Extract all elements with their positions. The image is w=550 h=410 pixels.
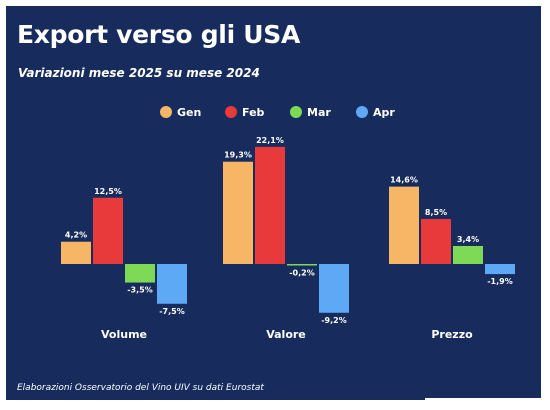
chart-card: Export verso gli USA Variazioni mese 202… — [6, 6, 541, 400]
data-label-prezzo-feb: 8,5% — [425, 208, 447, 217]
bar-prezzo-apr — [485, 264, 515, 275]
category-label-volume: Volume — [101, 328, 147, 341]
bar-chart: Gen Feb Mar Apr 4,2% 12,5% -3,5% -7,5% Volume 19,… — [61, 106, 515, 341]
legend-marker-mar — [290, 106, 302, 118]
bar-volume-apr — [157, 264, 187, 304]
data-label-valore-apr: -9,2% — [321, 316, 347, 325]
bar-volume-feb — [93, 197, 123, 264]
chart-title: Export verso gli USA — [17, 20, 300, 49]
legend-marker-gen — [160, 106, 172, 118]
data-label-valore-mar: -0,2% — [289, 269, 315, 278]
legend-marker-feb — [225, 106, 237, 118]
bar-prezzo-mar — [453, 245, 483, 264]
legend-label-mar: Mar — [307, 106, 331, 119]
category-label-valore: Valore — [266, 328, 306, 341]
data-label-valore-gen: 19,3% — [224, 151, 252, 160]
bar-prezzo-feb — [421, 218, 451, 264]
data-label-valore-feb: 22,1% — [256, 136, 284, 145]
bar-valore-apr — [319, 264, 349, 313]
bar-valore-feb — [255, 146, 285, 264]
category-label-prezzo: Prezzo — [431, 328, 473, 341]
data-label-volume-apr: -7,5% — [159, 307, 185, 316]
bar-volume-gen — [61, 241, 91, 264]
bar-valore-gen — [223, 161, 253, 264]
legend-label-feb: Feb — [242, 106, 265, 119]
chart-subtitle: Variazioni mese 2025 su mese 2024 — [18, 66, 260, 80]
bar-valore-mar — [287, 264, 317, 266]
data-label-prezzo-apr: -1,9% — [487, 277, 513, 286]
source-note: Elaborazioni Osservatorio del Vino UIV s… — [17, 383, 264, 393]
legend-label-apr: Apr — [373, 106, 395, 119]
bar-prezzo-gen — [389, 186, 419, 264]
data-label-volume-feb: 12,5% — [94, 187, 122, 196]
data-label-prezzo-gen: 14,6% — [390, 176, 418, 185]
legend-marker-apr — [356, 106, 368, 118]
data-label-volume-gen: 4,2% — [65, 231, 87, 240]
data-label-prezzo-mar: 3,4% — [457, 235, 479, 244]
data-label-volume-mar: -3,5% — [127, 286, 153, 295]
bar-volume-mar — [125, 264, 155, 283]
legend-label-gen: Gen — [177, 106, 201, 119]
bottom-strip — [425, 398, 550, 410]
